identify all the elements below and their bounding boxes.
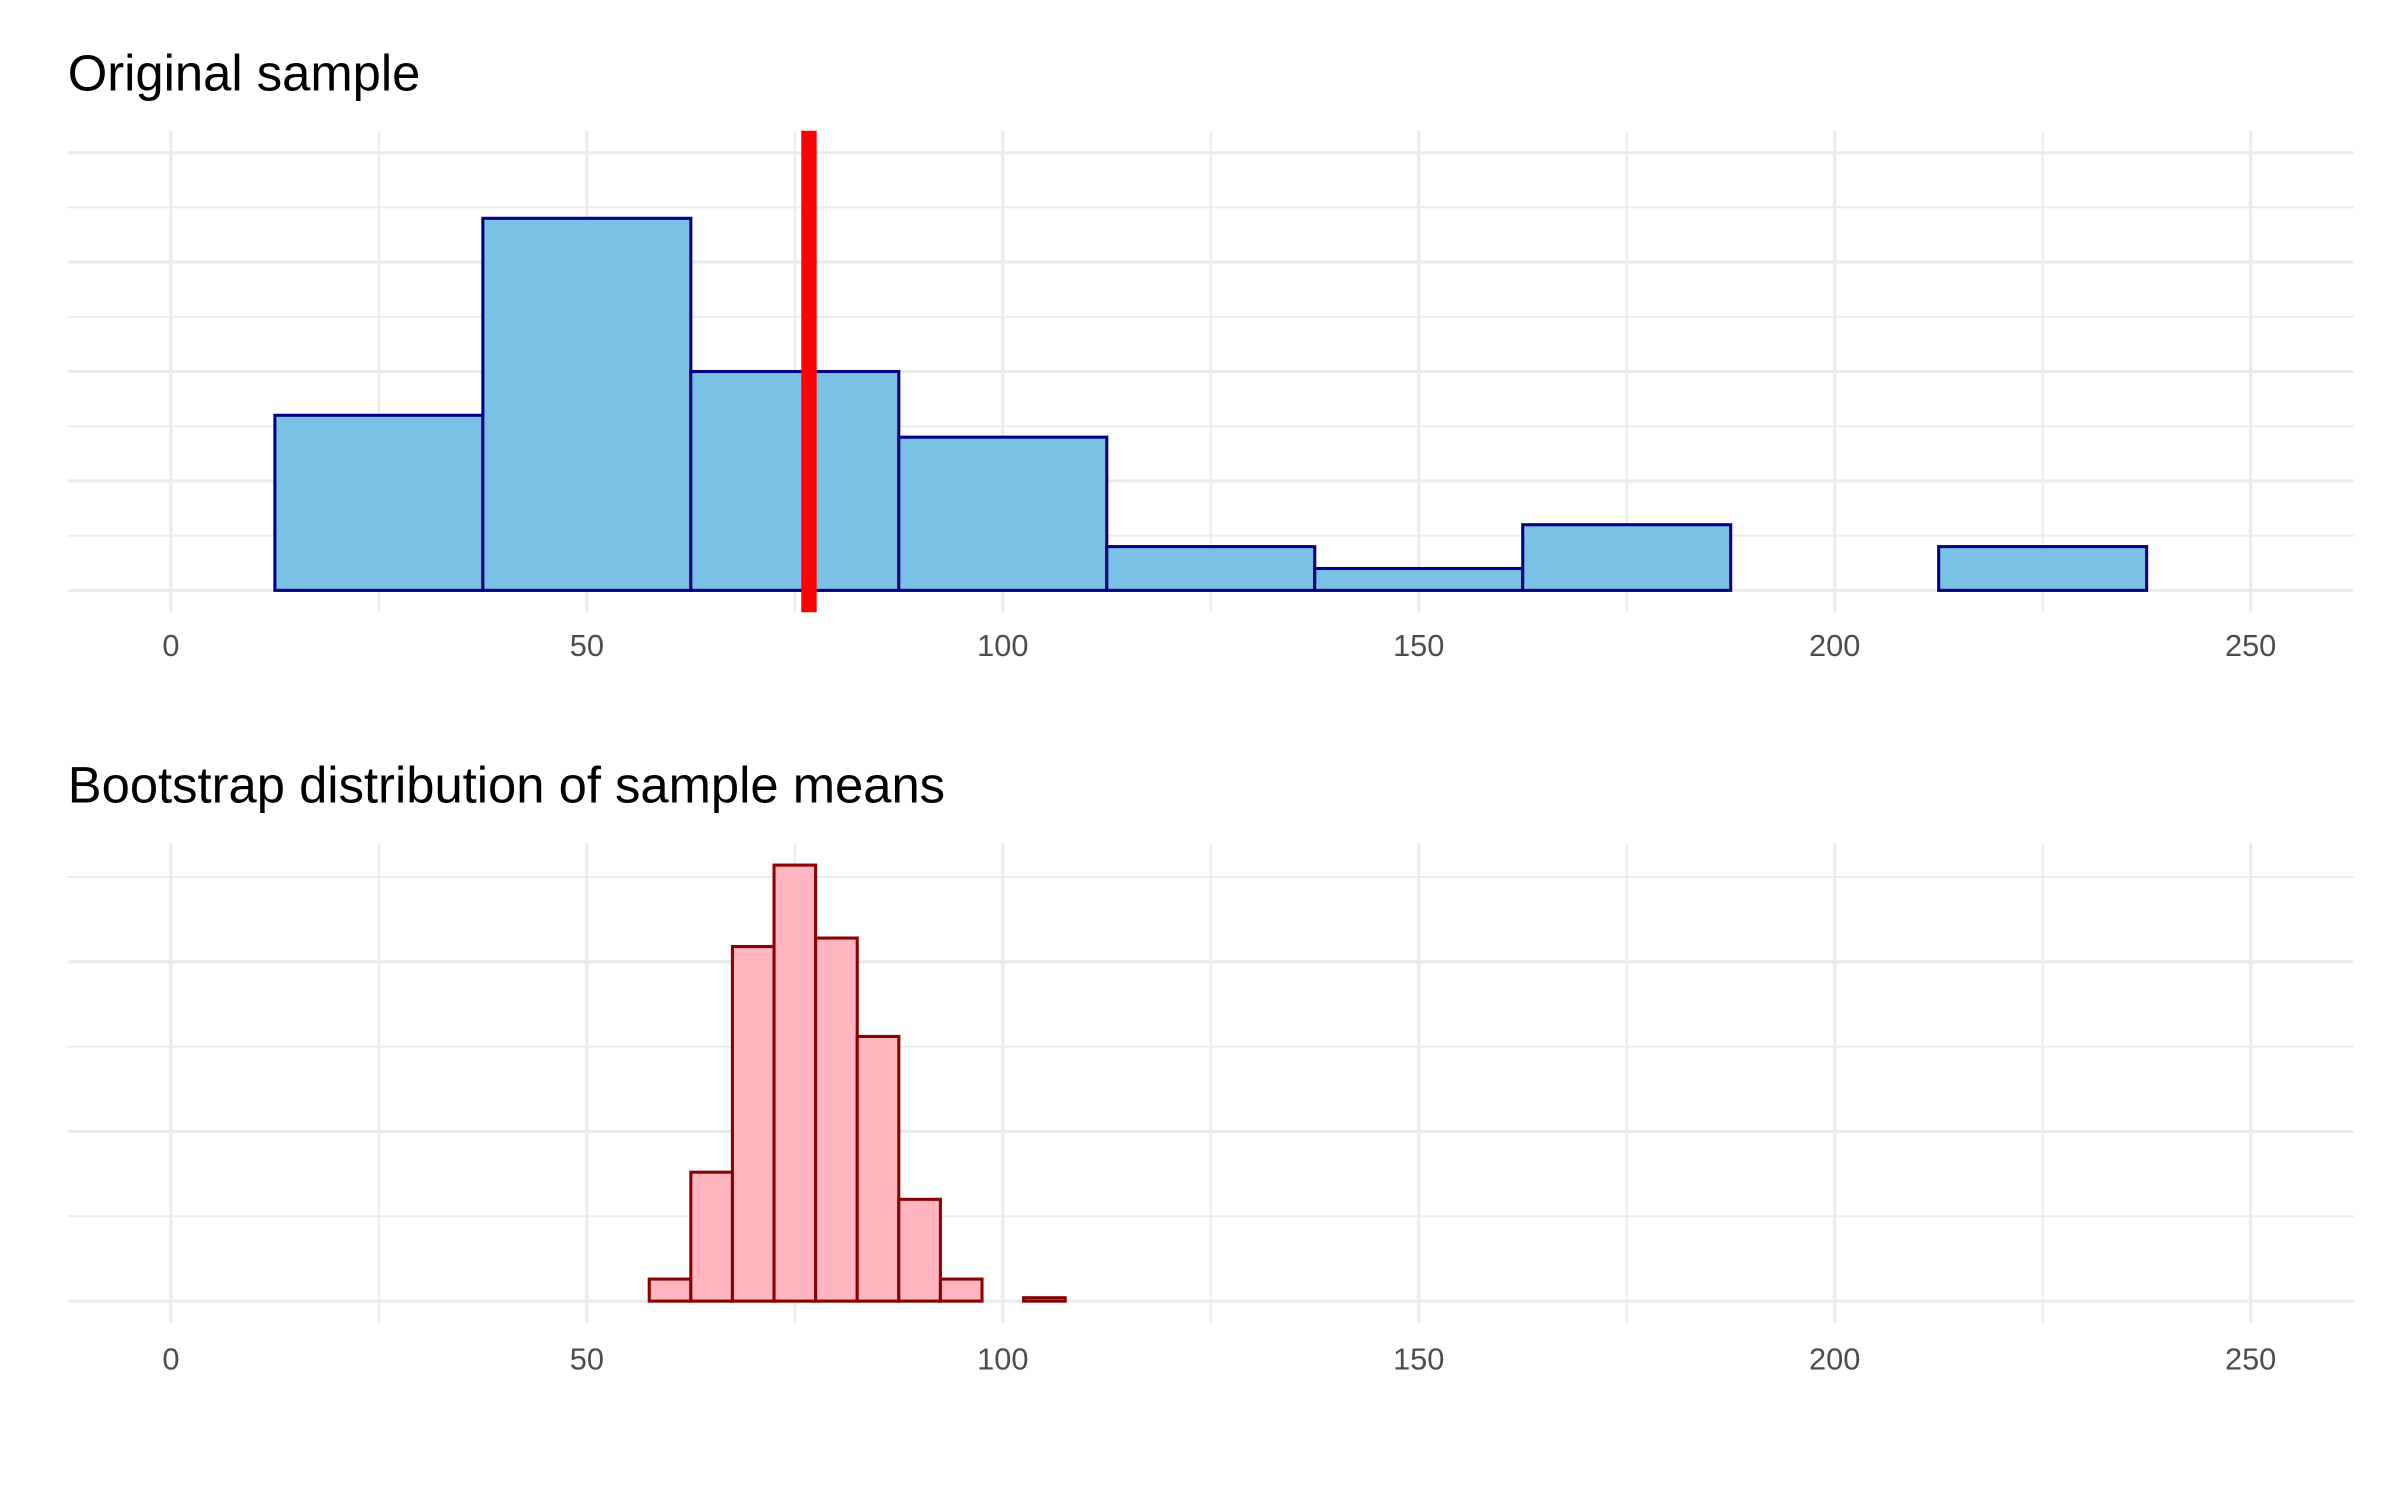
x-tick-label: 150 — [1393, 628, 1444, 663]
bar — [689, 369, 901, 592]
x-tick-label: 0 — [162, 1342, 179, 1377]
chart-title: Original sample — [68, 44, 421, 101]
bar — [897, 435, 1109, 592]
bar — [1105, 545, 1317, 592]
bar — [1313, 566, 1525, 592]
bar — [1937, 545, 2149, 592]
x-tick-label: 0 — [162, 628, 179, 663]
x-tick-label: 50 — [570, 1342, 604, 1377]
bar — [689, 1170, 734, 1303]
bar — [273, 413, 485, 592]
x-tick-label: 50 — [570, 628, 604, 663]
bar — [730, 944, 776, 1303]
x-tick-label: 250 — [2225, 628, 2276, 663]
x-tick-label: 200 — [1809, 628, 1860, 663]
x-tick-label: 100 — [977, 1342, 1028, 1377]
bar — [814, 936, 859, 1303]
bar — [938, 1277, 984, 1303]
x-tick-label: 200 — [1809, 1342, 1860, 1377]
bar — [1022, 1296, 1067, 1303]
bar — [481, 216, 693, 592]
x-tick-label: 250 — [2225, 1342, 2276, 1377]
x-tick-label: 100 — [977, 628, 1028, 663]
bar — [1521, 523, 1733, 592]
chart-title: Bootstrap distribution of sample means — [68, 757, 945, 814]
bar — [897, 1197, 942, 1303]
bar — [772, 863, 818, 1303]
bar — [855, 1034, 901, 1303]
bar — [647, 1277, 693, 1303]
x-tick-label: 150 — [1393, 1342, 1444, 1377]
